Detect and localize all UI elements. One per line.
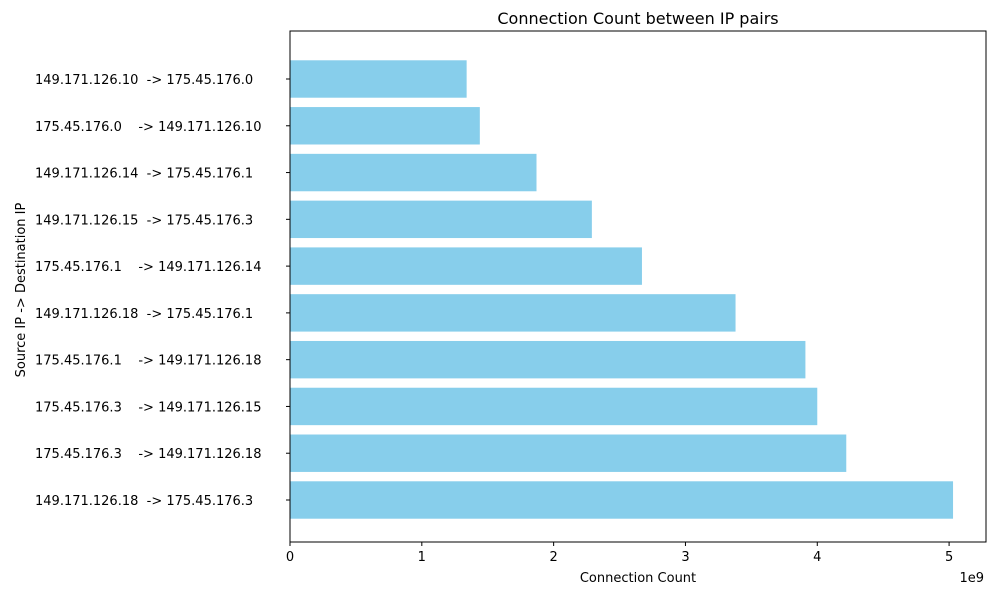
x-offset-label: 1e9 xyxy=(959,571,984,586)
y-tick-label: 149.171.126.15 -> 175.45.176.3 xyxy=(35,213,270,228)
y-tick-label: 175.45.176.1 -> 149.171.126.14 xyxy=(35,260,270,275)
x-tick-label: 3 xyxy=(681,550,689,565)
y-ticks-group: 149.171.126.10 -> 175.45.176.0 175.45.17… xyxy=(35,73,290,509)
bar xyxy=(290,434,847,472)
bar xyxy=(290,60,467,98)
y-tick-label: 149.171.126.18 -> 175.45.176.1 xyxy=(35,307,270,322)
bars-group xyxy=(290,60,954,519)
x-tick-label: 2 xyxy=(549,550,557,565)
x-axis-label: Connection Count xyxy=(580,571,696,586)
bar xyxy=(290,481,954,519)
x-tick-label: 4 xyxy=(813,550,821,565)
y-tick-label: 175.45.176.1 -> 149.171.126.18 xyxy=(35,354,270,369)
x-tick-label: 0 xyxy=(286,550,294,565)
y-tick-label: 149.171.126.10 -> 175.45.176.0 xyxy=(35,73,270,88)
y-tick-label: 149.171.126.14 -> 175.45.176.1 xyxy=(35,167,270,182)
x-ticks-group: 0 1 2 3 4 5 xyxy=(286,542,953,565)
bar xyxy=(290,294,736,332)
plot-frame xyxy=(289,30,987,543)
bar xyxy=(290,107,480,145)
bar xyxy=(290,247,642,285)
bar xyxy=(290,387,818,426)
bar xyxy=(290,340,806,379)
x-tick-label: 5 xyxy=(945,550,953,565)
y-tick-label: 175.45.176.0 -> 149.171.126.10 xyxy=(35,120,270,135)
bar xyxy=(290,200,592,239)
bar xyxy=(290,153,537,192)
y-axis-label: Source IP -> Destination IP xyxy=(14,202,29,377)
x-tick-label: 1 xyxy=(418,550,426,565)
y-tick-label: 175.45.176.3 -> 149.171.126.15 xyxy=(35,400,270,415)
chart-title: Connection Count between IP pairs xyxy=(497,9,778,28)
y-tick-label: 149.171.126.18 -> 175.45.176.3 xyxy=(35,494,270,509)
y-tick-label: 175.45.176.3 -> 149.171.126.18 xyxy=(35,447,270,462)
